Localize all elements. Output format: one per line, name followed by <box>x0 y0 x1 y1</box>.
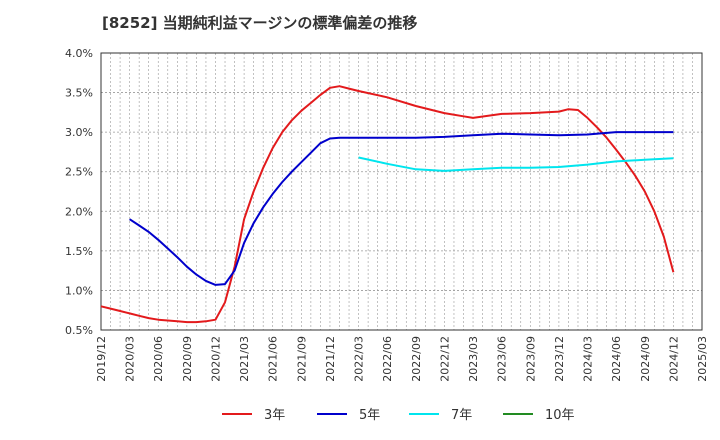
series-line-5年 <box>129 131 674 286</box>
series-line-3年 <box>100 85 675 324</box>
x-tick-label: 2021/06 <box>267 336 280 382</box>
x-tick-label: 2020/06 <box>152 336 165 382</box>
y-tick-label: 3.0% <box>65 126 93 139</box>
x-tick-label: 2021/03 <box>238 336 251 382</box>
legend: 3年 5年 7年 10年 <box>222 408 575 423</box>
x-tick-label: 2023/09 <box>524 336 537 382</box>
y-tick-label: 1.5% <box>65 245 93 258</box>
x-tick-label: 2022/12 <box>438 336 451 382</box>
grid <box>100 52 703 331</box>
x-tick-label: 2024/12 <box>667 336 680 382</box>
x-tick-label: 2023/06 <box>496 336 509 382</box>
x-tick-label: 2024/03 <box>582 336 595 382</box>
y-tick-label: 0.5% <box>65 324 93 337</box>
x-tick-label: 2020/12 <box>209 336 222 382</box>
x-tick-label: 2020/03 <box>124 336 137 382</box>
y-tick-label: 2.5% <box>65 166 93 179</box>
axes <box>100 52 703 331</box>
y-tick-label: 1.0% <box>65 284 93 297</box>
x-tick-label: 2021/09 <box>295 336 308 382</box>
y-tick-label: 2.0% <box>65 205 93 218</box>
legend-label-10年: 10年 <box>545 408 575 423</box>
x-tick-label: 2021/12 <box>324 336 337 382</box>
x-tick-label: 2022/06 <box>381 336 394 382</box>
y-tick-labels: 0.5% 1.0% 1.5% 2.0% 2.5% 3.0% 3.5% 4.0% <box>65 47 93 337</box>
chart-title: [8252] 当期純利益マージンの標準偏差の推移 <box>102 14 418 32</box>
legend-label-5年: 5年 <box>359 408 380 423</box>
series-line-7年 <box>358 156 674 172</box>
x-tick-label: 2022/03 <box>353 336 366 382</box>
x-tick-label: 2024/09 <box>639 336 652 382</box>
legend-label-7年: 7年 <box>451 408 472 423</box>
series-lines <box>100 85 675 324</box>
x-tick-label: 2025/03 <box>696 336 709 382</box>
x-tick-label: 2023/12 <box>553 336 566 382</box>
legend-label-3年: 3年 <box>264 408 285 423</box>
x-tick-label: 2019/12 <box>95 336 108 382</box>
x-tick-label: 2023/03 <box>467 336 480 382</box>
x-tick-label: 2020/09 <box>181 336 194 382</box>
x-tick-label: 2022/09 <box>410 336 423 382</box>
y-tick-label: 4.0% <box>65 47 93 60</box>
x-tick-label: 2024/06 <box>610 336 623 382</box>
x-tick-labels: 2019/12 2020/03 2020/06 2020/09 2020/12 2021/… <box>95 336 709 382</box>
y-tick-label: 3.5% <box>65 87 93 100</box>
plot-frame <box>100 52 703 331</box>
